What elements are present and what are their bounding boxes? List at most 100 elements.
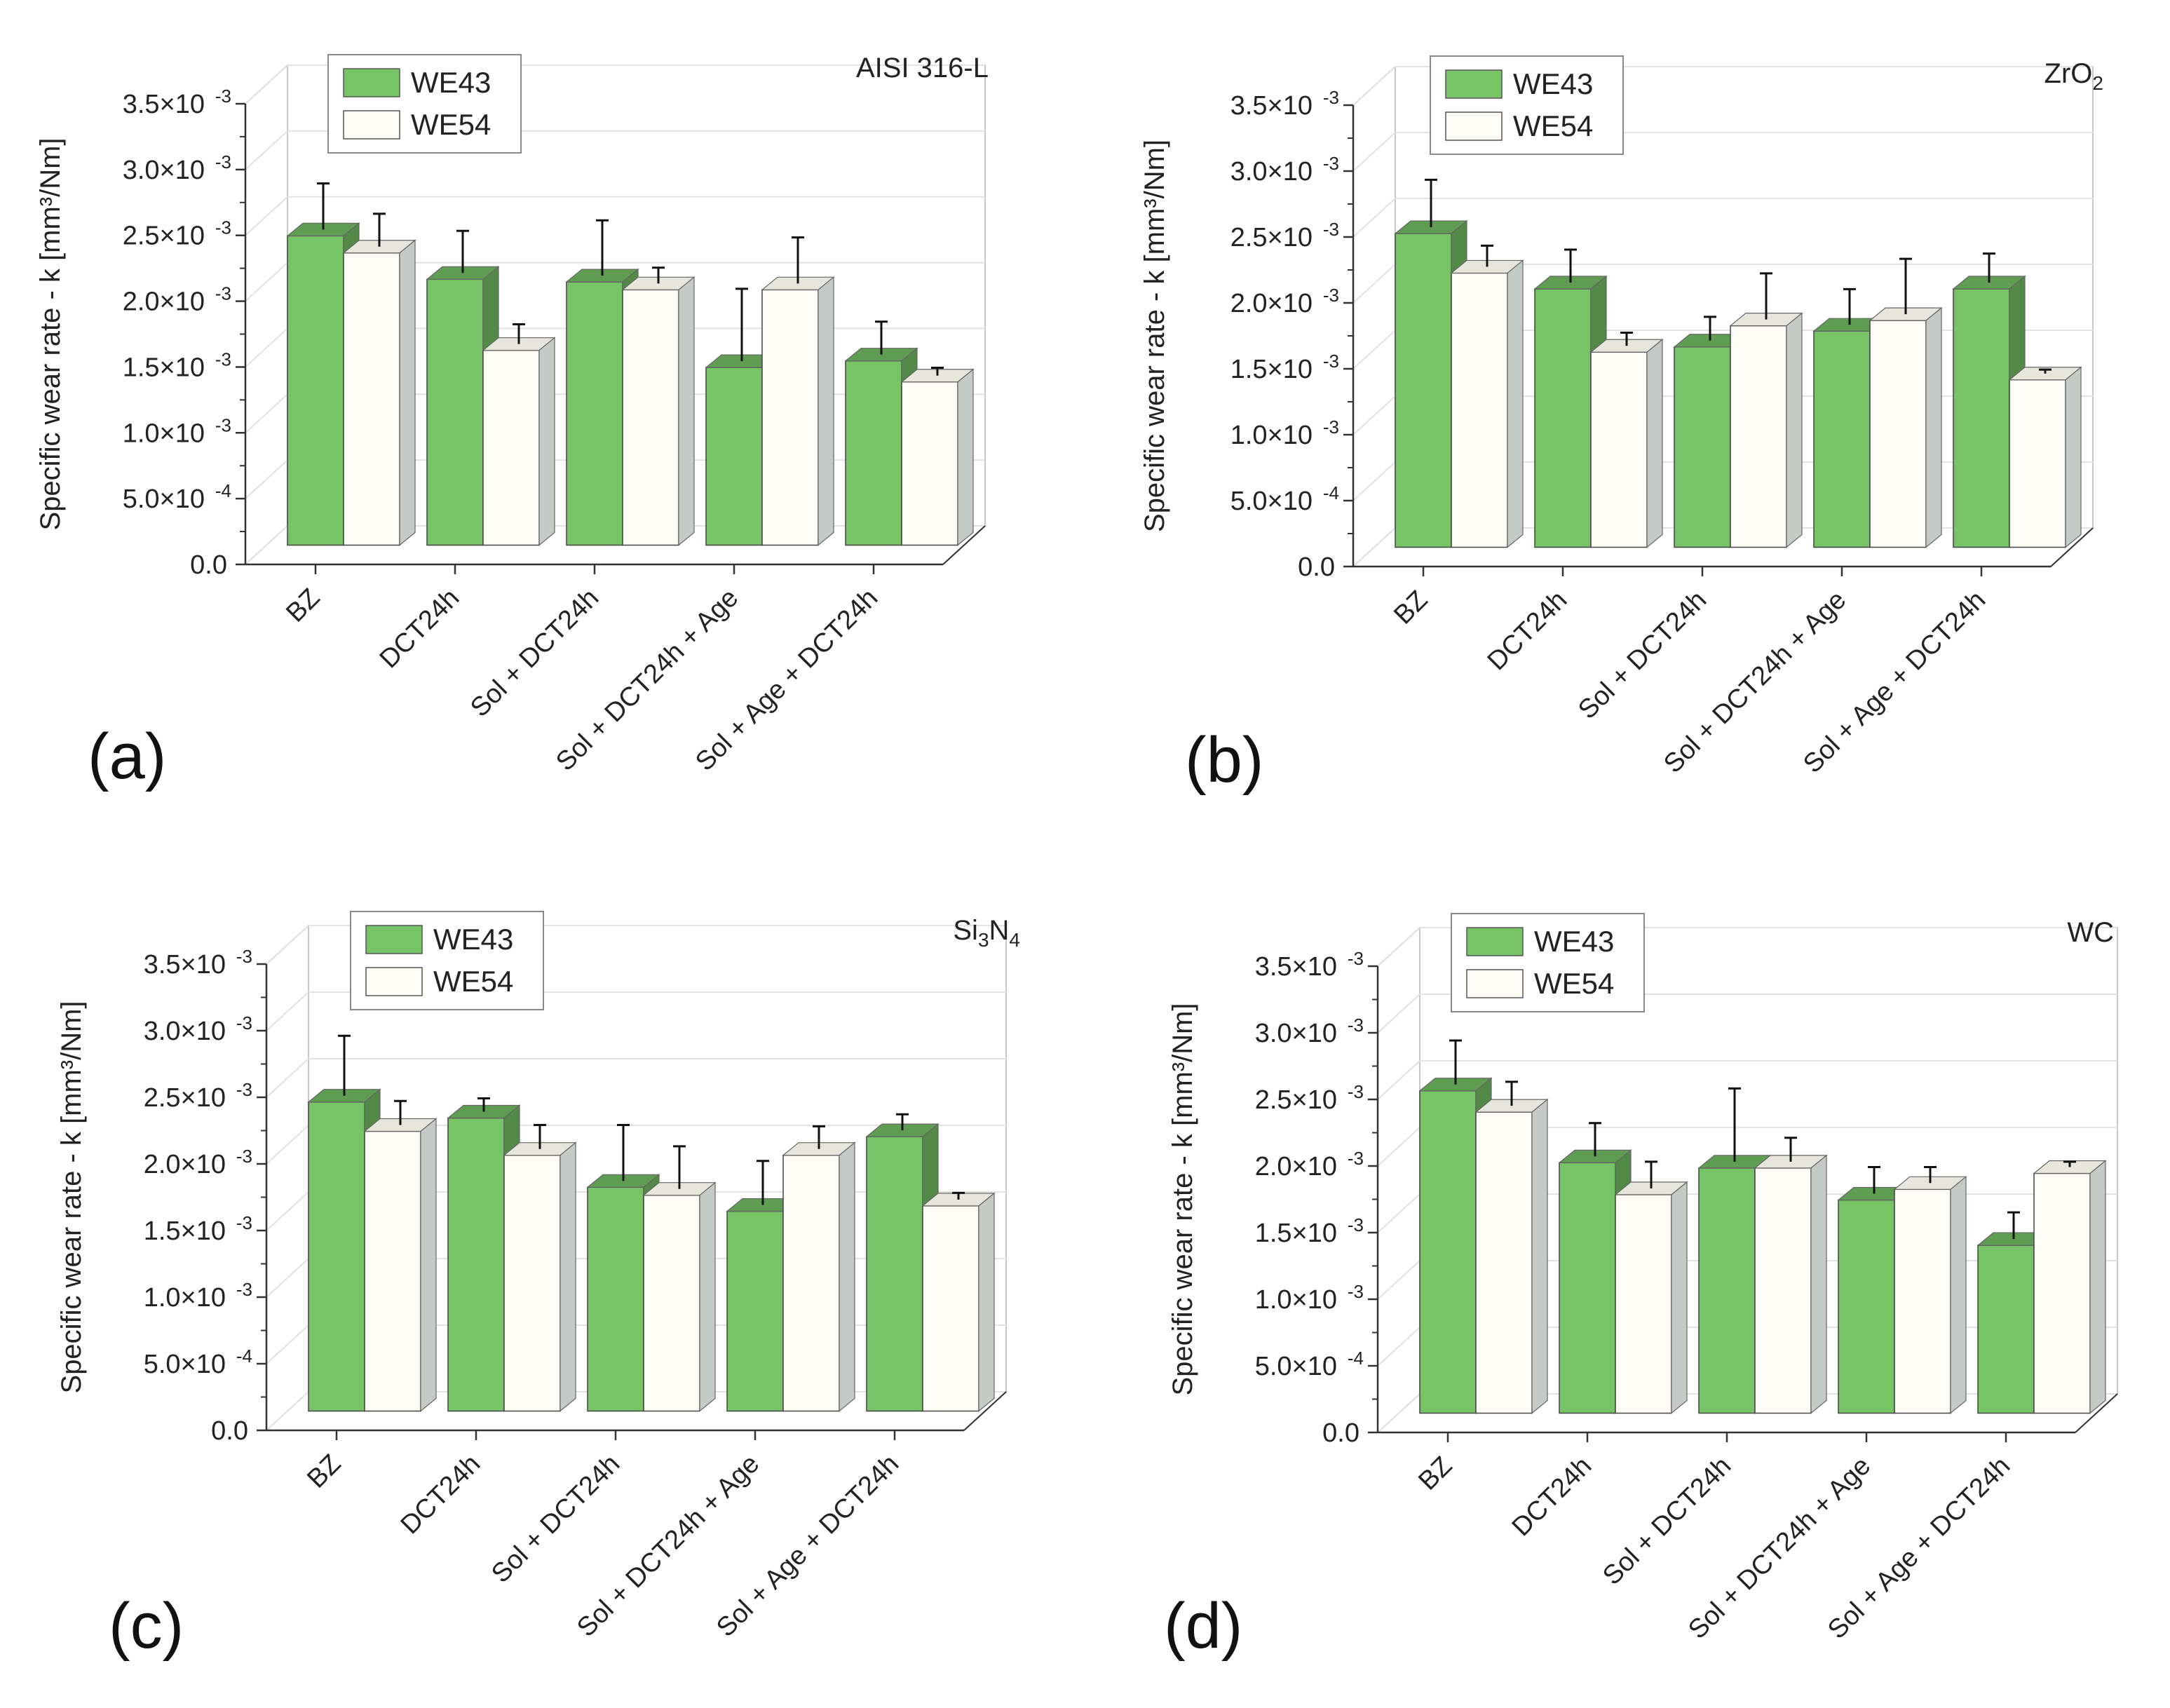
panel-title: AISI 316-L xyxy=(856,53,989,83)
x-tick-label: DCT24h xyxy=(1482,585,1573,677)
gridline-side xyxy=(245,459,288,499)
y-tick-exponent: -3 xyxy=(236,946,252,967)
y-tick-label: 0.0 xyxy=(211,1416,248,1446)
y-tick-label: 2.5×10 xyxy=(144,1083,226,1113)
gridline-side xyxy=(1352,198,1396,238)
bar-front xyxy=(1534,288,1592,548)
y-tick-exponent: -4 xyxy=(236,1346,252,1367)
gridline-side xyxy=(1352,461,1396,501)
y-tick-label: 3.5×10 xyxy=(1230,91,1313,121)
gridline-side xyxy=(1352,66,1396,106)
y-tick-exponent: -3 xyxy=(1323,351,1339,372)
bar-front xyxy=(364,1130,421,1412)
y-tick-exponent: -3 xyxy=(1348,1148,1364,1169)
y-tick-label: 5.0×10 xyxy=(1255,1352,1337,1381)
y-tick-label: 0.0 xyxy=(1322,1418,1359,1448)
y-tick-exponent: -3 xyxy=(1348,948,1364,969)
bar-side xyxy=(839,1141,855,1412)
legend-label: WE54 xyxy=(433,965,513,998)
bar-side xyxy=(2089,1160,2106,1414)
y-tick-exponent: -3 xyxy=(236,1146,252,1167)
legend: WE43 WE54 xyxy=(1430,55,1624,155)
gridline-side xyxy=(1377,1193,1420,1233)
bar-side xyxy=(399,239,416,546)
x-tick-label: DCT24h xyxy=(1507,1451,1598,1543)
y-tick-label: 2.0×10 xyxy=(123,287,205,317)
y-tick-label: 3.5×10 xyxy=(1255,952,1337,982)
legend-swatch xyxy=(343,110,400,140)
y-tick-label: 1.0×10 xyxy=(123,419,205,448)
y-tick-exponent: -3 xyxy=(1348,1214,1364,1235)
gridline-side xyxy=(1352,527,1396,567)
bar-side xyxy=(1925,306,1942,548)
legend-swatch xyxy=(1466,927,1524,956)
x-tick-label: DCT24h xyxy=(374,583,466,675)
bar-we54 xyxy=(2008,366,2082,548)
bar-front xyxy=(1977,1245,2035,1414)
gridline-side xyxy=(266,991,309,1031)
y-tick-label: 1.0×10 xyxy=(1230,421,1313,450)
bar-front xyxy=(566,281,623,546)
title-main: AISI 316-L xyxy=(856,53,989,83)
y-tick-label: 1.5×10 xyxy=(1255,1219,1337,1248)
legend-label: WE43 xyxy=(1513,67,1593,100)
gridline-side xyxy=(245,393,288,434)
y-tick-label: 0.0 xyxy=(1298,553,1335,582)
bar-we54 xyxy=(642,1145,717,1412)
bar-side xyxy=(560,1141,576,1412)
bar-we54 xyxy=(782,1125,856,1412)
y-tick-label: 5.0×10 xyxy=(123,484,205,514)
bar-side xyxy=(1786,312,1803,548)
bar-we54 xyxy=(503,1124,577,1412)
bar-we54 xyxy=(921,1191,996,1412)
panel-label: (b) xyxy=(1185,724,1263,796)
y-tick-label: 3.0×10 xyxy=(123,156,205,185)
legend-swatch xyxy=(343,68,400,97)
y-tick-exponent: -3 xyxy=(236,1212,252,1233)
y-tick-exponent: -3 xyxy=(1323,87,1339,108)
y-tick-exponent: -3 xyxy=(1348,1081,1364,1102)
panel-label: (d) xyxy=(1164,1590,1242,1662)
gridline-side xyxy=(1352,330,1396,370)
gridline-side xyxy=(245,525,288,565)
chart-panel: 0.0 5.0×10 -4 1.0×10 -3 1.5×10 -3 2.0×10 -3 2.5×1… xyxy=(1164,913,2120,1662)
bar-front xyxy=(901,381,958,546)
y-tick-label: 3.0×10 xyxy=(144,1017,226,1046)
y-tick-label: 1.0×10 xyxy=(144,1283,226,1313)
y-tick-exponent: -3 xyxy=(1323,219,1339,240)
y-tick-exponent: -4 xyxy=(1348,1348,1364,1369)
chart-panel: 0.0 5.0×10 -4 1.0×10 -3 1.5×10 -3 2.0×10 -3 2.5×1… xyxy=(35,53,989,792)
bar-we54 xyxy=(1614,1160,1688,1414)
gridline-side xyxy=(1377,1060,1420,1100)
bar-front xyxy=(2033,1172,2091,1414)
bar-front xyxy=(1894,1188,1951,1414)
panel-label: (c) xyxy=(109,1590,184,1662)
bar-we54 xyxy=(761,236,835,546)
bar-front xyxy=(503,1154,561,1412)
bar-front xyxy=(343,252,400,546)
y-tick-label: 3.5×10 xyxy=(123,90,205,119)
gridline-side xyxy=(245,65,288,104)
gridline-side xyxy=(245,327,288,368)
bar-side xyxy=(1671,1181,1688,1414)
legend: WE43 WE54 xyxy=(350,911,544,1010)
legend-swatch xyxy=(1466,969,1524,998)
legend-label: WE54 xyxy=(1534,967,1614,1000)
y-tick-label: 3.5×10 xyxy=(144,950,226,980)
chart-panel: 0.0 5.0×10 -4 1.0×10 -3 1.5×10 -3 2.0×10 -3 2.5×1… xyxy=(1139,55,2103,796)
legend: WE43 WE54 xyxy=(327,54,522,154)
legend-swatch xyxy=(1445,69,1503,99)
bar-side xyxy=(2065,366,2082,548)
panel-title: ZrO2 xyxy=(2044,58,2103,94)
y-tick-label: 2.0×10 xyxy=(1230,289,1313,318)
y-tick-label: 3.0×10 xyxy=(1230,157,1313,187)
gridline-side xyxy=(266,1125,309,1165)
bar-side xyxy=(678,276,695,546)
y-tick-exponent: -3 xyxy=(236,1012,252,1033)
gridline-side xyxy=(1377,994,1420,1033)
x-tick-label: DCT24h xyxy=(395,1449,487,1540)
y-tick-label: 2.5×10 xyxy=(123,222,205,251)
bar-front xyxy=(705,367,763,546)
gridline-side xyxy=(266,1191,309,1231)
